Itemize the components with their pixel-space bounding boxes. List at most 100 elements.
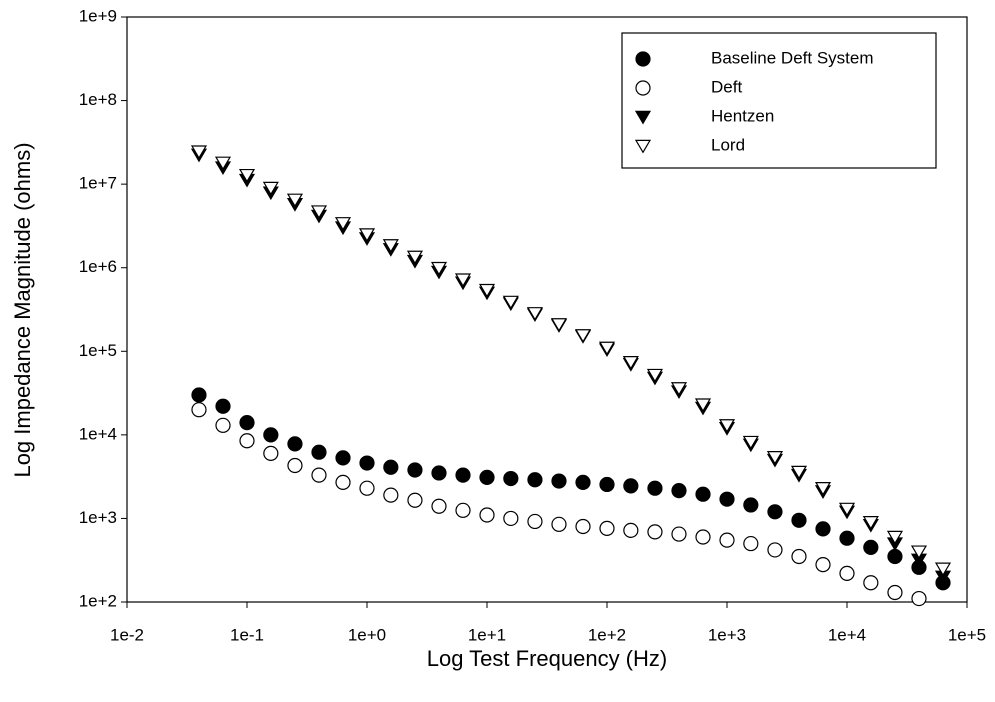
legend-label: Deft [711, 77, 742, 96]
marker [478, 283, 496, 298]
marker [551, 516, 567, 532]
marker [934, 562, 952, 577]
marker [191, 402, 207, 418]
marker [695, 486, 711, 502]
marker [479, 507, 495, 523]
marker [215, 398, 231, 414]
marker [695, 529, 711, 545]
y-axis-title: Log Impedance Magnitude (ohms) [10, 142, 35, 477]
marker [383, 459, 399, 475]
marker [719, 491, 735, 507]
marker [191, 387, 207, 403]
marker [239, 433, 255, 449]
legend-marker [634, 110, 652, 125]
marker [190, 145, 208, 160]
marker [262, 181, 279, 196]
marker [334, 217, 352, 231]
legend-label: Hentzen [711, 106, 774, 125]
marker [815, 557, 831, 573]
marker [335, 450, 351, 466]
marker [574, 329, 592, 343]
marker [623, 478, 639, 494]
marker [455, 502, 471, 518]
marker [551, 473, 567, 489]
marker [791, 548, 807, 565]
y-tick-label: 1e+4 [79, 424, 117, 443]
marker [743, 497, 759, 513]
marker [382, 239, 399, 253]
marker [719, 532, 735, 548]
x-tick-label: 1e-2 [110, 625, 144, 644]
x-tick-label: 1e+1 [468, 625, 506, 644]
legend-marker [635, 80, 651, 96]
marker [598, 341, 616, 356]
marker [670, 382, 688, 396]
marker [814, 481, 832, 496]
marker [575, 474, 591, 490]
marker [910, 545, 928, 560]
marker [503, 470, 519, 487]
y-tick-label: 1e+8 [79, 90, 117, 109]
marker [671, 483, 687, 499]
marker [310, 205, 328, 220]
marker [503, 510, 519, 527]
marker [839, 530, 855, 546]
x-axis-title: Log Test Frequency (Hz) [427, 646, 667, 671]
marker [550, 318, 568, 332]
marker [311, 444, 327, 460]
x-tick-label: 1e+3 [708, 625, 746, 644]
marker [407, 462, 423, 478]
marker [238, 168, 256, 183]
marker [358, 228, 376, 242]
marker [766, 451, 784, 465]
y-tick-label: 1e+7 [79, 174, 117, 193]
marker [383, 487, 399, 503]
legend-label: Baseline Deft System [711, 48, 874, 67]
marker [718, 419, 736, 433]
marker [622, 356, 639, 370]
marker [623, 522, 639, 538]
marker [887, 584, 903, 601]
marker [886, 530, 904, 545]
marker [527, 513, 543, 530]
marker [743, 535, 759, 552]
marker [647, 524, 663, 540]
marker [335, 474, 351, 490]
marker [286, 193, 304, 208]
marker [742, 435, 759, 450]
marker [454, 273, 472, 288]
marker [287, 436, 303, 452]
x-tick-label: 1e+0 [348, 625, 386, 644]
marker [887, 548, 903, 565]
marker [287, 457, 303, 474]
marker [647, 480, 663, 496]
marker [862, 516, 879, 530]
marker [359, 455, 375, 471]
marker [359, 480, 375, 496]
marker [407, 492, 423, 508]
legend-label: Lord [711, 135, 745, 154]
marker [839, 565, 855, 581]
marker [599, 520, 615, 536]
marker [646, 368, 664, 383]
marker [455, 467, 471, 483]
marker [479, 469, 495, 485]
marker [694, 398, 712, 413]
marker [526, 307, 544, 321]
marker [502, 295, 519, 310]
legend-marker [634, 139, 652, 154]
marker [863, 539, 879, 556]
marker [239, 415, 255, 431]
marker [311, 467, 327, 483]
marker [431, 498, 447, 514]
y-tick-label: 1e+3 [79, 508, 117, 527]
y-tick-label: 1e+9 [79, 6, 117, 25]
y-tick-label: 1e+2 [79, 591, 117, 610]
x-tick-label: 1e+4 [828, 625, 866, 644]
marker [911, 590, 927, 607]
marker [767, 542, 783, 558]
x-tick-label: 1e+2 [588, 625, 626, 644]
marker [406, 250, 424, 265]
y-tick-label: 1e+6 [79, 257, 117, 276]
marker [575, 518, 591, 535]
